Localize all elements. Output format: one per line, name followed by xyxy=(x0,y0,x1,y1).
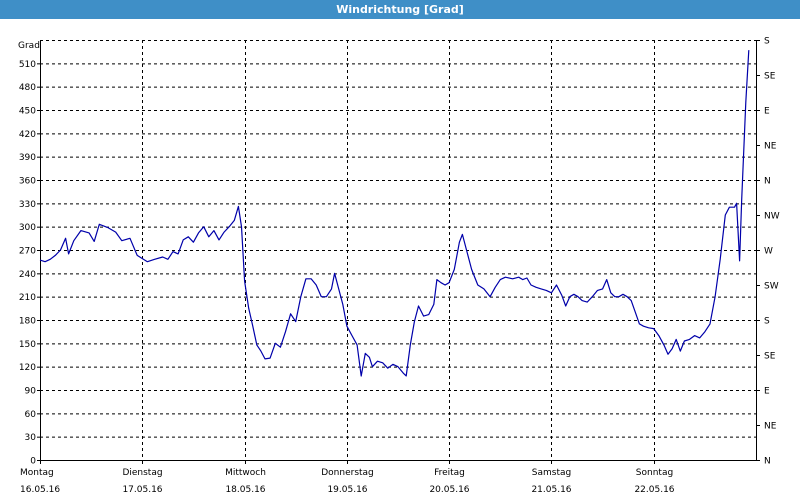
wind-direction-line xyxy=(39,50,750,377)
x-tick-date-label: 19.05.16 xyxy=(327,485,367,495)
y-tick-label: 450 xyxy=(19,107,36,117)
y-tick-label: 420 xyxy=(19,130,36,140)
right-axis-label: NE xyxy=(764,142,777,152)
y-tick-label: 390 xyxy=(19,153,36,163)
x-tick-date-label: 20.05.16 xyxy=(429,485,469,495)
y-tick-label: 150 xyxy=(19,340,36,350)
chart-title: Windrichtung [Grad] xyxy=(0,0,800,19)
right-axis-label: N xyxy=(764,457,771,467)
x-tick-day-label: Samstag xyxy=(532,468,571,478)
right-axis-label: NW xyxy=(764,212,780,222)
right-axis-label: S xyxy=(764,37,770,47)
y-tick-label: 240 xyxy=(19,270,36,280)
right-axis-label: SE xyxy=(764,352,776,362)
x-tick-day-label: Sonntag xyxy=(636,468,673,478)
x-tick-date-label: 16.05.16 xyxy=(20,485,60,495)
right-axis-label: NE xyxy=(764,422,777,432)
x-tick-day-label: Freitag xyxy=(434,468,465,478)
right-axis-label: W xyxy=(764,247,773,257)
x-tick-date-label: 18.05.16 xyxy=(225,485,265,495)
y-tick-label: 60 xyxy=(25,410,37,420)
y-tick-label: 300 xyxy=(19,223,36,233)
x-tick-day-label: Mittwoch xyxy=(225,468,266,478)
y-tick-label: 120 xyxy=(19,363,36,373)
right-axis-label: SW xyxy=(764,282,779,292)
x-tick-date-label: 21.05.16 xyxy=(531,485,571,495)
right-axis-label: E xyxy=(764,387,770,397)
y-tick-label: 30 xyxy=(25,433,37,443)
x-tick-date-label: 22.05.16 xyxy=(634,485,674,495)
y-tick-label: 330 xyxy=(19,200,36,210)
right-axis-label: S xyxy=(764,317,770,327)
x-tick-day-label: Donnerstag xyxy=(321,468,374,478)
right-axis-label: E xyxy=(764,107,770,117)
y-tick-label: 90 xyxy=(25,387,37,397)
y-tick-label: 210 xyxy=(19,293,36,303)
y-tick-label: 270 xyxy=(19,247,36,257)
y-tick-label: 480 xyxy=(19,83,36,93)
right-axis-label: N xyxy=(764,177,771,187)
x-tick-day-label: Montag xyxy=(20,468,54,478)
y-axis-label: Grad xyxy=(18,41,40,51)
y-tick-label: 0 xyxy=(30,457,36,467)
y-tick-label: 180 xyxy=(19,317,36,327)
x-tick-day-label: Dienstag xyxy=(122,468,162,478)
y-tick-label: 510 xyxy=(19,60,36,70)
x-tick-date-label: 17.05.16 xyxy=(122,485,162,495)
right-axis-label: SE xyxy=(764,72,776,82)
y-tick-label: 360 xyxy=(19,177,36,187)
